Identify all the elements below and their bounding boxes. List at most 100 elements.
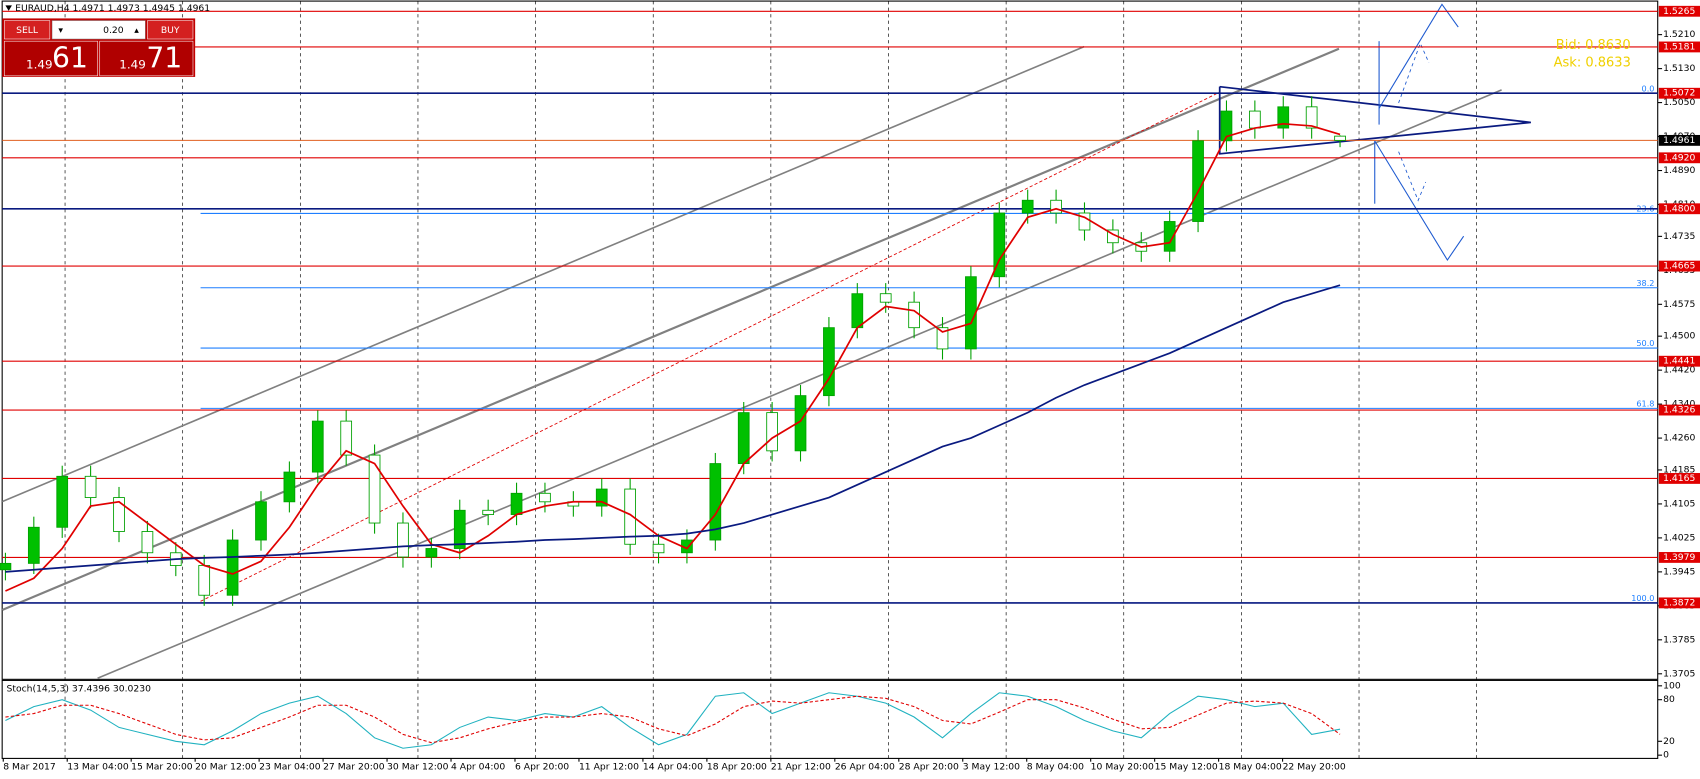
lot-up[interactable]: ▴ — [134, 25, 139, 36]
x-tick-label: 23 Mar 04:00 — [259, 762, 321, 773]
sell-price-small: 1.49 — [26, 58, 53, 72]
candle-body — [340, 420, 353, 456]
level-label: 1.3872 — [1663, 597, 1695, 608]
ask-text: Ask: 0.8633 — [1554, 55, 1631, 70]
candle-body — [255, 501, 267, 541]
sell-button[interactable] — [4, 20, 51, 40]
x-tick-label: 4 Apr 04:00 — [451, 762, 505, 773]
lot-value[interactable]: 0.20 — [103, 25, 124, 36]
candle-body — [993, 212, 1006, 278]
sell-price-box[interactable] — [4, 40, 98, 77]
stoch-tick-label: 100 — [1663, 680, 1681, 691]
candle-body — [624, 488, 636, 545]
candle-body — [766, 412, 778, 452]
channel-line — [1, 45, 1085, 503]
y-tick-label: 1.3785 — [1663, 634, 1695, 645]
candle-body — [0, 562, 12, 571]
candle-body — [27, 526, 40, 564]
y-tick-label: 1.5130 — [1663, 63, 1695, 74]
candle-body — [1021, 199, 1034, 214]
x-tick-label: 15 Mar 20:00 — [131, 762, 193, 773]
candle-body — [510, 492, 523, 515]
candle-body — [595, 488, 608, 507]
x-tick-label: 18 May 04:00 — [1219, 762, 1282, 773]
x-tick-label: 18 Apr 20:00 — [707, 762, 767, 773]
channel-line — [1, 47, 1340, 611]
candle-body — [141, 531, 154, 554]
level-label: 1.5181 — [1663, 41, 1695, 52]
candle-body — [539, 492, 551, 503]
fib-label: 50.0 — [1636, 338, 1654, 348]
candle-body — [1249, 110, 1261, 129]
fib-label: 0.0 — [1642, 83, 1655, 93]
level-label: 1.5265 — [1663, 6, 1695, 17]
level-box — [1658, 597, 1700, 609]
x-tick-label: 14 Apr 04:00 — [643, 762, 703, 773]
candle-body — [425, 548, 438, 558]
projection — [1374, 140, 1465, 262]
candle-body — [1050, 199, 1062, 214]
y-tick-label: 1.5210 — [1663, 29, 1695, 40]
candle-body — [1277, 106, 1290, 129]
candle-body — [84, 475, 97, 498]
candle-body — [1220, 110, 1233, 142]
candle-body — [879, 293, 892, 303]
stoch-tick-label: 0 — [1663, 750, 1669, 761]
candle-body — [311, 420, 324, 473]
x-tick-label: 22 May 20:00 — [1283, 762, 1346, 773]
buy-price-big: 71 — [146, 42, 182, 75]
x-tick-label: 15 May 12:00 — [1155, 762, 1218, 773]
candle-body — [908, 301, 920, 329]
candle-body — [851, 293, 864, 329]
candle-body — [482, 509, 495, 515]
y-tick-label: 1.4735 — [1663, 231, 1695, 242]
level-box — [1658, 87, 1700, 99]
menu-icon — [5, 5, 12, 11]
candle-body — [56, 475, 69, 528]
drawings — [1, 3, 1531, 679]
level-label: 1.4800 — [1663, 203, 1695, 214]
x-tick-label: 20 Mar 12:00 — [195, 762, 257, 773]
lot-down[interactable]: ▾ — [58, 25, 63, 36]
projection — [1398, 151, 1427, 202]
level-box — [1658, 203, 1700, 215]
buy-button[interactable] — [147, 20, 194, 40]
candle-body — [823, 327, 835, 397]
candle-body — [1192, 140, 1204, 222]
candle-body — [794, 395, 807, 452]
x-tick-label: 11 Apr 12:00 — [579, 762, 639, 773]
y-tick-label: 1.4890 — [1663, 165, 1695, 176]
x-tick-label: 21 Apr 12:00 — [771, 762, 831, 773]
lot-input[interactable] — [51, 20, 146, 40]
level-label: 1.4665 — [1663, 261, 1695, 272]
sell-price-big: 61 — [52, 42, 88, 75]
projection — [1398, 42, 1430, 104]
fib-label: 61.8 — [1636, 399, 1654, 409]
chart-title: EURAUD,H4 1.4971 1.4973 1.4945 1.4961 — [15, 3, 210, 14]
candle-body — [368, 454, 381, 524]
y-tick-label: 1.4105 — [1663, 498, 1695, 509]
level-box — [1658, 152, 1700, 164]
level-box — [1658, 5, 1700, 17]
sell-label[interactable]: SELL — [16, 25, 39, 36]
buy-price-box[interactable] — [99, 40, 194, 77]
level-box — [1658, 473, 1700, 484]
y-tick-label: 1.3945 — [1663, 566, 1695, 577]
buy-label[interactable]: BUY — [161, 25, 180, 36]
triangle — [1218, 85, 1531, 155]
level-box — [1658, 552, 1700, 563]
candle-body — [737, 412, 750, 465]
y-tick-label: 1.5050 — [1663, 97, 1695, 108]
candle-body — [936, 327, 949, 350]
candle-body — [1334, 135, 1346, 141]
time-grid — [64, 1, 1477, 759]
trade-panel: SELL ▾ 0.20 ▴ BUY 1.49 61 1.49 71 — [2, 18, 196, 77]
level-label: 1.5072 — [1663, 88, 1695, 99]
level-box — [1658, 134, 1700, 146]
y-tick-label: 1.4575 — [1663, 299, 1695, 310]
level-label: 1.4961 — [1663, 135, 1695, 146]
x-tick-label: 3 May 12:00 — [963, 762, 1020, 773]
y-tick-label: 1.4420 — [1663, 365, 1695, 376]
